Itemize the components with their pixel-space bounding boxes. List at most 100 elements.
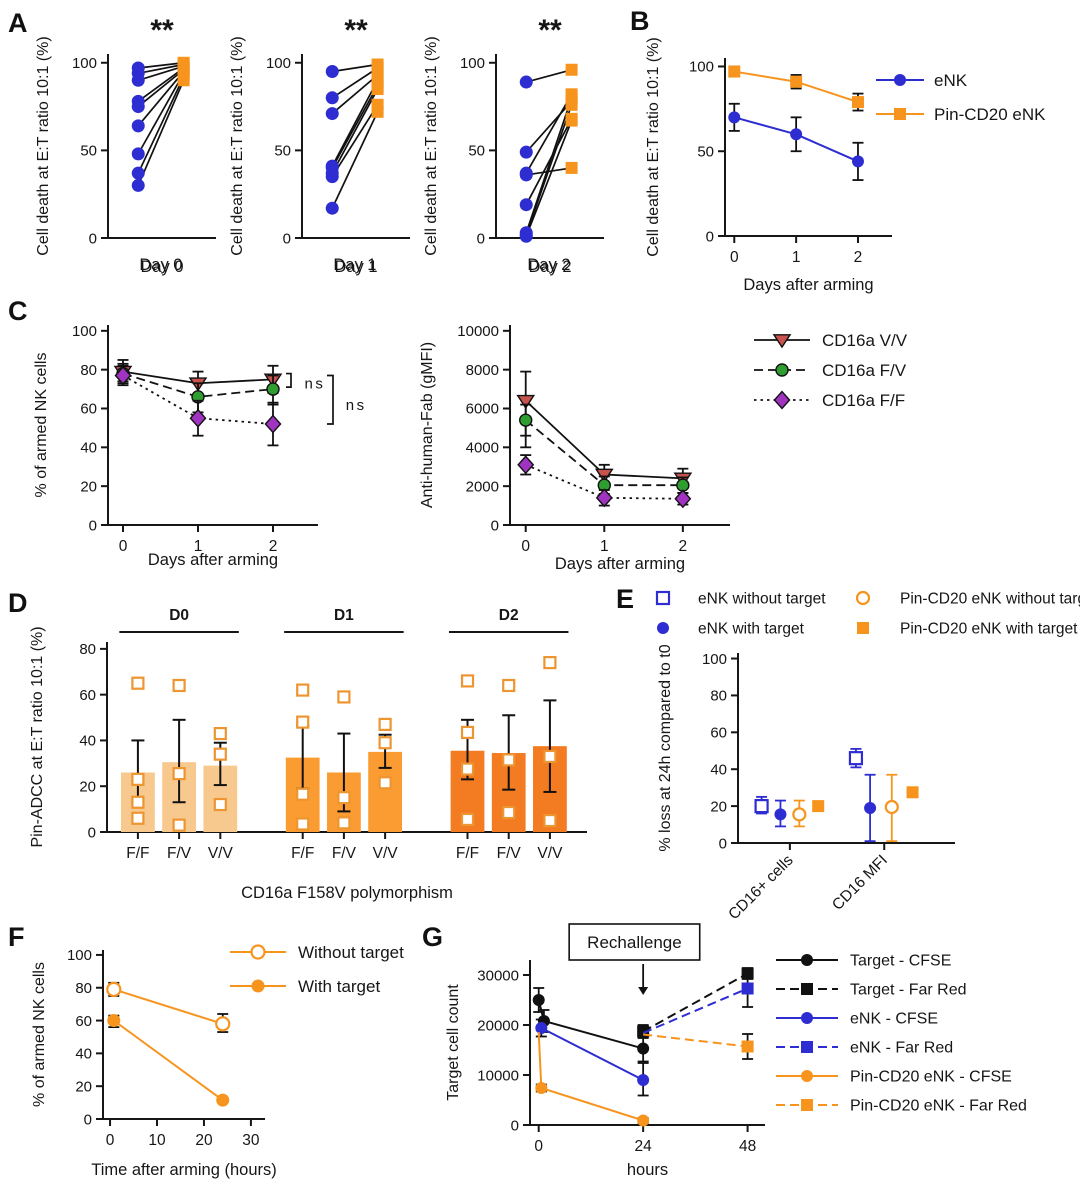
svg-text:60: 60	[75, 1013, 92, 1030]
svg-text:F/F: F/F	[126, 845, 149, 862]
svg-text:50: 50	[468, 143, 485, 160]
panel-g-chart: 0 10000 20000 30000 Target cell count 0 24 48 ho…	[438, 918, 783, 1185]
svg-text:0: 0	[534, 1138, 543, 1155]
svg-text:10000: 10000	[457, 323, 499, 340]
panel-label-a: A	[8, 8, 28, 38]
svg-text:80: 80	[80, 362, 97, 379]
svg-text:eNK with target: eNK with target	[698, 620, 805, 637]
svg-text:80: 80	[710, 688, 727, 705]
svg-text:20000: 20000	[477, 1017, 519, 1034]
panel-c-fab-gmfi-chart: 0 2000 4000 6000 8000 10000 Anti-human-Fab (gM…	[410, 303, 755, 579]
panel-f-legend: Without target With target	[222, 930, 462, 1002]
svg-text:0: 0	[730, 249, 739, 266]
svg-text:% of armed NK cells: % of armed NK cells	[31, 962, 48, 1107]
svg-text:eNK without target: eNK without target	[698, 590, 826, 607]
svg-text:Pin-CD20 eNK without target: Pin-CD20 eNK without target	[900, 590, 1080, 607]
svg-text:0: 0	[88, 824, 96, 841]
svg-text:100: 100	[67, 947, 92, 964]
svg-text:hours: hours	[627, 1161, 668, 1179]
panel-c-armed-nk-chart: 0 20 40 60 80 100 % of armed NK cells 0 1 2 Days a…	[28, 303, 393, 575]
svg-text:1: 1	[792, 249, 801, 266]
panel-b-chart: 0 50 100 Cell death at E:T ratio 10:1 (%) 0 1…	[640, 0, 910, 300]
panel-label-e: E	[616, 584, 635, 614]
svg-text:0: 0	[491, 517, 499, 534]
svg-text:30000: 30000	[477, 967, 519, 984]
panel-e-chart: 0 20 40 60 80 100 % loss at 24h compared to t0…	[650, 635, 995, 935]
svg-text:50: 50	[274, 143, 291, 160]
panel-f-chart: 0 20 40 60 80 100 % of armed NK cells 0 10 20 30 Ti…	[28, 922, 293, 1185]
svg-text:CD16+ cells: CD16+ cells	[725, 852, 797, 924]
svg-text:Cell death at E:T ratio 10:1 (: Cell death at E:T ratio 10:1 (%)	[423, 36, 440, 255]
svg-text:50: 50	[80, 143, 97, 160]
svg-text:8000: 8000	[466, 362, 499, 379]
svg-text:eNK - CFSE: eNK - CFSE	[850, 1011, 938, 1028]
svg-text:60: 60	[710, 725, 727, 742]
svg-text:100: 100	[72, 55, 97, 72]
svg-text:4000: 4000	[466, 440, 499, 457]
svg-text:1: 1	[194, 538, 203, 555]
svg-text:2000: 2000	[466, 478, 499, 495]
svg-text:24: 24	[635, 1138, 653, 1155]
svg-text:0: 0	[84, 1111, 92, 1128]
svg-text:CD16a F/F: CD16a F/F	[822, 391, 905, 410]
svg-text:D1: D1	[334, 607, 354, 624]
svg-text:Pin-ADCC at E:T ratio 10:1 (%): Pin-ADCC at E:T ratio 10:1 (%)	[29, 626, 46, 847]
svg-text:F/V: F/V	[167, 845, 192, 862]
svg-text:6000: 6000	[466, 401, 499, 418]
svg-text:0: 0	[511, 1117, 519, 1134]
svg-text:50: 50	[697, 143, 714, 160]
svg-text:30: 30	[242, 1132, 260, 1149]
svg-text:10: 10	[148, 1132, 166, 1149]
svg-text:V/V: V/V	[537, 845, 563, 862]
svg-text:D2: D2	[499, 607, 519, 624]
svg-text:CD16a V/V: CD16a V/V	[822, 331, 908, 350]
svg-text:Rechallenge: Rechallenge	[587, 933, 682, 952]
panel-c-legend: CD16a V/V CD16a F/V CD16a F/F	[748, 324, 1080, 424]
svg-text:**: **	[150, 14, 174, 47]
panel-label-d: D	[8, 588, 28, 618]
svg-text:Target cell count: Target cell count	[445, 984, 462, 1101]
panel-label-f: F	[8, 922, 25, 952]
svg-text:2: 2	[269, 538, 278, 555]
svg-text:CD16a F158V polymorphism: CD16a F158V polymorphism	[241, 884, 453, 902]
svg-text:F/V: F/V	[497, 845, 522, 862]
panel-label-b: B	[630, 6, 650, 36]
svg-text:0: 0	[706, 228, 714, 245]
svg-text:Pin-CD20 eNK - Far Red: Pin-CD20 eNK - Far Red	[850, 1098, 1027, 1115]
svg-text:100: 100	[460, 55, 485, 72]
svg-text:40: 40	[75, 1046, 92, 1063]
svg-text:D0: D0	[169, 607, 189, 624]
svg-text:Pin-CD20 eNK - CFSE: Pin-CD20 eNK - CFSE	[850, 1069, 1012, 1086]
panel-a-day0-chart: 0 50 100 Cell death at E:T ratio 10:1 (%) Da…	[30, 14, 230, 282]
svg-text:Day 0: Day 0	[139, 256, 182, 274]
svg-text:Pin-CD20 eNK with target: Pin-CD20 eNK with target	[900, 620, 1078, 637]
svg-text:40: 40	[710, 761, 727, 778]
svg-text:ns: ns	[346, 397, 367, 414]
svg-text:100: 100	[266, 55, 291, 72]
svg-text:Days after arming: Days after arming	[148, 551, 278, 569]
svg-text:20: 20	[195, 1132, 213, 1149]
svg-text:2: 2	[854, 249, 863, 266]
svg-text:2: 2	[679, 538, 688, 555]
svg-text:0: 0	[89, 517, 97, 534]
panel-d-bar-chart: 0 20 40 60 80 Pin-ADCC at E:T ratio 10:1 (%) F…	[22, 592, 602, 908]
panel-g-legend: Target - CFSE Target - Far Red eNK - CFSE e…	[772, 944, 1080, 1134]
svg-text:80: 80	[75, 980, 92, 997]
svg-text:20: 20	[710, 798, 727, 815]
svg-text:40: 40	[80, 440, 97, 457]
svg-text:% of armed NK cells: % of armed NK cells	[33, 353, 50, 498]
svg-text:0: 0	[477, 230, 485, 247]
svg-text:F/F: F/F	[456, 845, 479, 862]
panel-a-day1-chart: 0 50 100 Cell death at E:T ratio 10:1 (%) Da…	[224, 14, 424, 282]
svg-text:80: 80	[79, 641, 96, 658]
svg-text:**: **	[344, 14, 368, 47]
svg-text:0: 0	[521, 538, 530, 555]
svg-text:Time after arming (hours): Time after arming (hours)	[91, 1161, 277, 1179]
svg-text:0: 0	[89, 230, 97, 247]
svg-text:V/V: V/V	[208, 845, 234, 862]
svg-text:100: 100	[72, 323, 97, 340]
svg-text:0: 0	[283, 230, 291, 247]
svg-text:ns: ns	[305, 376, 326, 393]
svg-text:Without target: Without target	[298, 943, 404, 962]
